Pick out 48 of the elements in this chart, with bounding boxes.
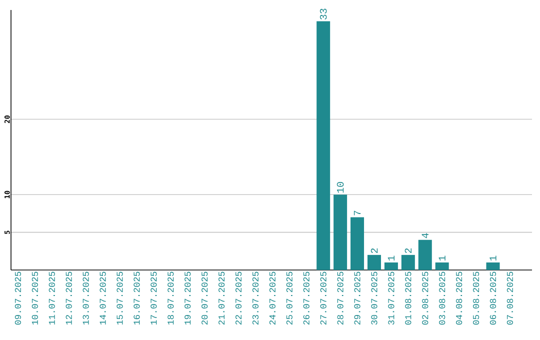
x-tick-label: 13.07.2025: [82, 272, 89, 325]
x-tick-label: 27.07.2025: [320, 272, 326, 325]
bar: [334, 194, 348, 270]
bar: [401, 254, 415, 270]
x-tick-label: 12.07.2025: [66, 272, 72, 325]
x-tick-label: 26.07.2025: [303, 272, 310, 325]
x-tick-label: 28.07.2025: [337, 272, 344, 325]
x-tick-label: 09.07.2025: [14, 272, 22, 325]
x-tick-label: 18.07.2025: [168, 272, 174, 325]
data-label: 1: [388, 256, 394, 261]
data-label: 7: [354, 210, 361, 216]
data-label: 33: [320, 8, 327, 20]
bar: [418, 240, 432, 270]
data-label: 1: [438, 256, 446, 261]
bar: [435, 262, 449, 270]
x-tick-label: 25.07.2025: [286, 272, 292, 325]
x-tick-label: 31.07.2025: [388, 272, 394, 325]
x-tick-label: 01.08.2025: [405, 272, 412, 325]
x-tick-label: 15.07.2025: [116, 272, 123, 325]
x-tick-label: 17.07.2025: [150, 272, 157, 325]
x-tick-label: 06.08.2025: [490, 272, 496, 325]
x-tick-label: 11.07.2025: [48, 272, 55, 325]
x-tick-label: 30.07.2025: [371, 272, 378, 325]
x-tick-label: 24.07.2025: [269, 272, 276, 325]
x-tick-label: 16.07.2025: [134, 272, 140, 325]
bar: [350, 217, 364, 270]
x-tick-label: 05.08.2025: [472, 272, 480, 325]
data-label: 4: [422, 233, 428, 238]
x-tick-label: 23.07.2025: [252, 272, 259, 325]
data-label: 10: [336, 182, 344, 193]
x-tick-label: 03.08.2025: [439, 272, 446, 325]
x-tick-label: 14.07.2025: [100, 272, 106, 325]
x-tick-label: 02.08.2025: [422, 272, 428, 325]
x-tick-label: 19.07.2025: [184, 272, 191, 325]
bar: [384, 262, 398, 270]
data-label: 2: [404, 248, 412, 254]
x-tick-label: 07.08.2025: [506, 272, 514, 325]
x-tick-label: 20.07.2025: [202, 272, 208, 325]
x-tick-label: 10.07.2025: [32, 272, 38, 325]
x-tick-label: 21.07.2025: [218, 272, 225, 325]
bar: [316, 21, 330, 270]
bar: [486, 262, 500, 270]
x-tick-label: 22.07.2025: [235, 272, 242, 325]
data-label: 2: [370, 248, 378, 254]
data-label: 1: [490, 256, 496, 261]
x-tick-label: 29.07.2025: [354, 272, 360, 325]
bar: [367, 254, 381, 270]
x-tick-label: 04.08.2025: [456, 272, 462, 325]
